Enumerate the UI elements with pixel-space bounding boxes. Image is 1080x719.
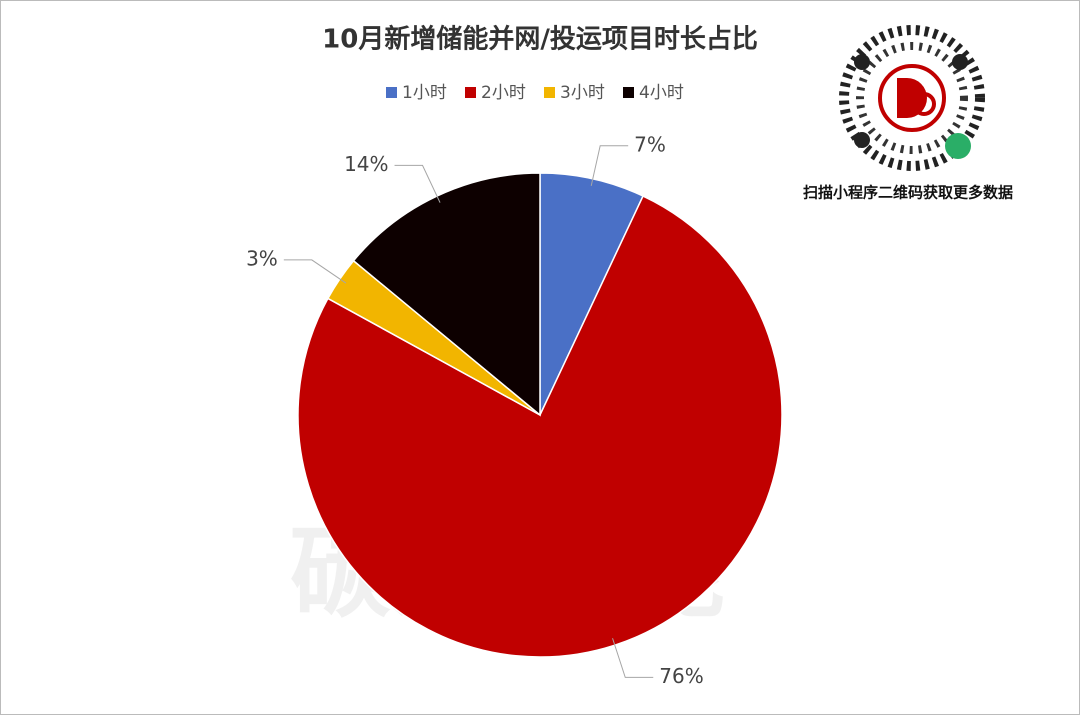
data-label: 76% (659, 664, 703, 688)
qr-caption: 扫描小程序二维码获取更多数据 (803, 184, 1013, 202)
legend-label: 1小时 (402, 83, 447, 103)
leader-line (394, 164, 441, 203)
legend-swatch (544, 87, 555, 98)
legend-label: 2小时 (481, 83, 526, 103)
qr-code (839, 25, 985, 171)
legend-swatch (623, 87, 634, 98)
chart-title: 10月新增储能并网/投运项目时长占比 (322, 24, 758, 55)
leader-line (283, 259, 347, 284)
leader-line (590, 145, 629, 187)
legend-swatch (386, 87, 397, 98)
leader-line (612, 638, 654, 678)
data-label: 7% (634, 132, 666, 156)
data-label: 14% (344, 152, 388, 176)
legend-label: 4小时 (639, 83, 684, 103)
legend-swatch (465, 87, 476, 98)
legend-label: 3小时 (560, 83, 605, 103)
data-label: 3% (246, 246, 278, 270)
